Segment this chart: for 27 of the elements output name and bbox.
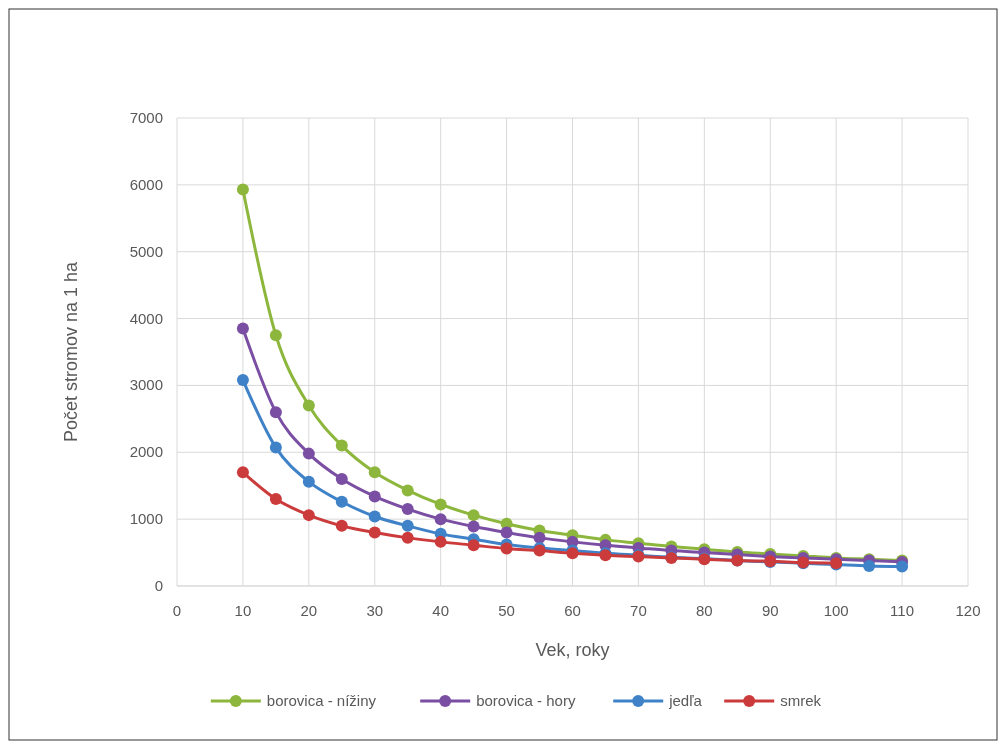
y-tick-label: 4000 — [129, 309, 163, 327]
y-tick-label: 3000 — [129, 376, 163, 394]
y-tick-label: 1000 — [129, 510, 163, 528]
x-tick-label: 20 — [300, 602, 318, 619]
x-tick-label: 70 — [630, 602, 647, 619]
x-tick-label: 120 — [955, 602, 981, 619]
x-tick-label: 0 — [172, 602, 182, 619]
x-tick-label: 100 — [823, 602, 849, 619]
y-tick-label: 7000 — [129, 109, 163, 126]
y-tick-label: 5000 — [129, 242, 163, 260]
y-axis-title: Počet stromov na 1 ha — [61, 260, 81, 443]
x-tick-label: 10 — [234, 602, 252, 619]
y-tick-label: 6000 — [129, 175, 163, 193]
x-axis-title: Vek, roky — [535, 640, 610, 660]
legend-label: borovica - hory — [476, 692, 576, 709]
x-tick-label: 110 — [890, 602, 915, 619]
x-tick-label: 80 — [695, 602, 713, 619]
y-tick-label: 2000 — [129, 443, 163, 461]
y-tick-label: 0 — [154, 577, 163, 594]
x-tick-label: 50 — [498, 602, 515, 619]
legend-label: jedľa — [668, 692, 703, 709]
x-tick-label: 30 — [366, 602, 384, 619]
x-tick-label: 90 — [761, 602, 779, 619]
legend-label: smrek — [780, 692, 822, 709]
x-tick-label: 60 — [564, 602, 581, 619]
x-tick-label: 40 — [432, 602, 450, 619]
legend-label: borovica - nížiny — [266, 692, 377, 709]
